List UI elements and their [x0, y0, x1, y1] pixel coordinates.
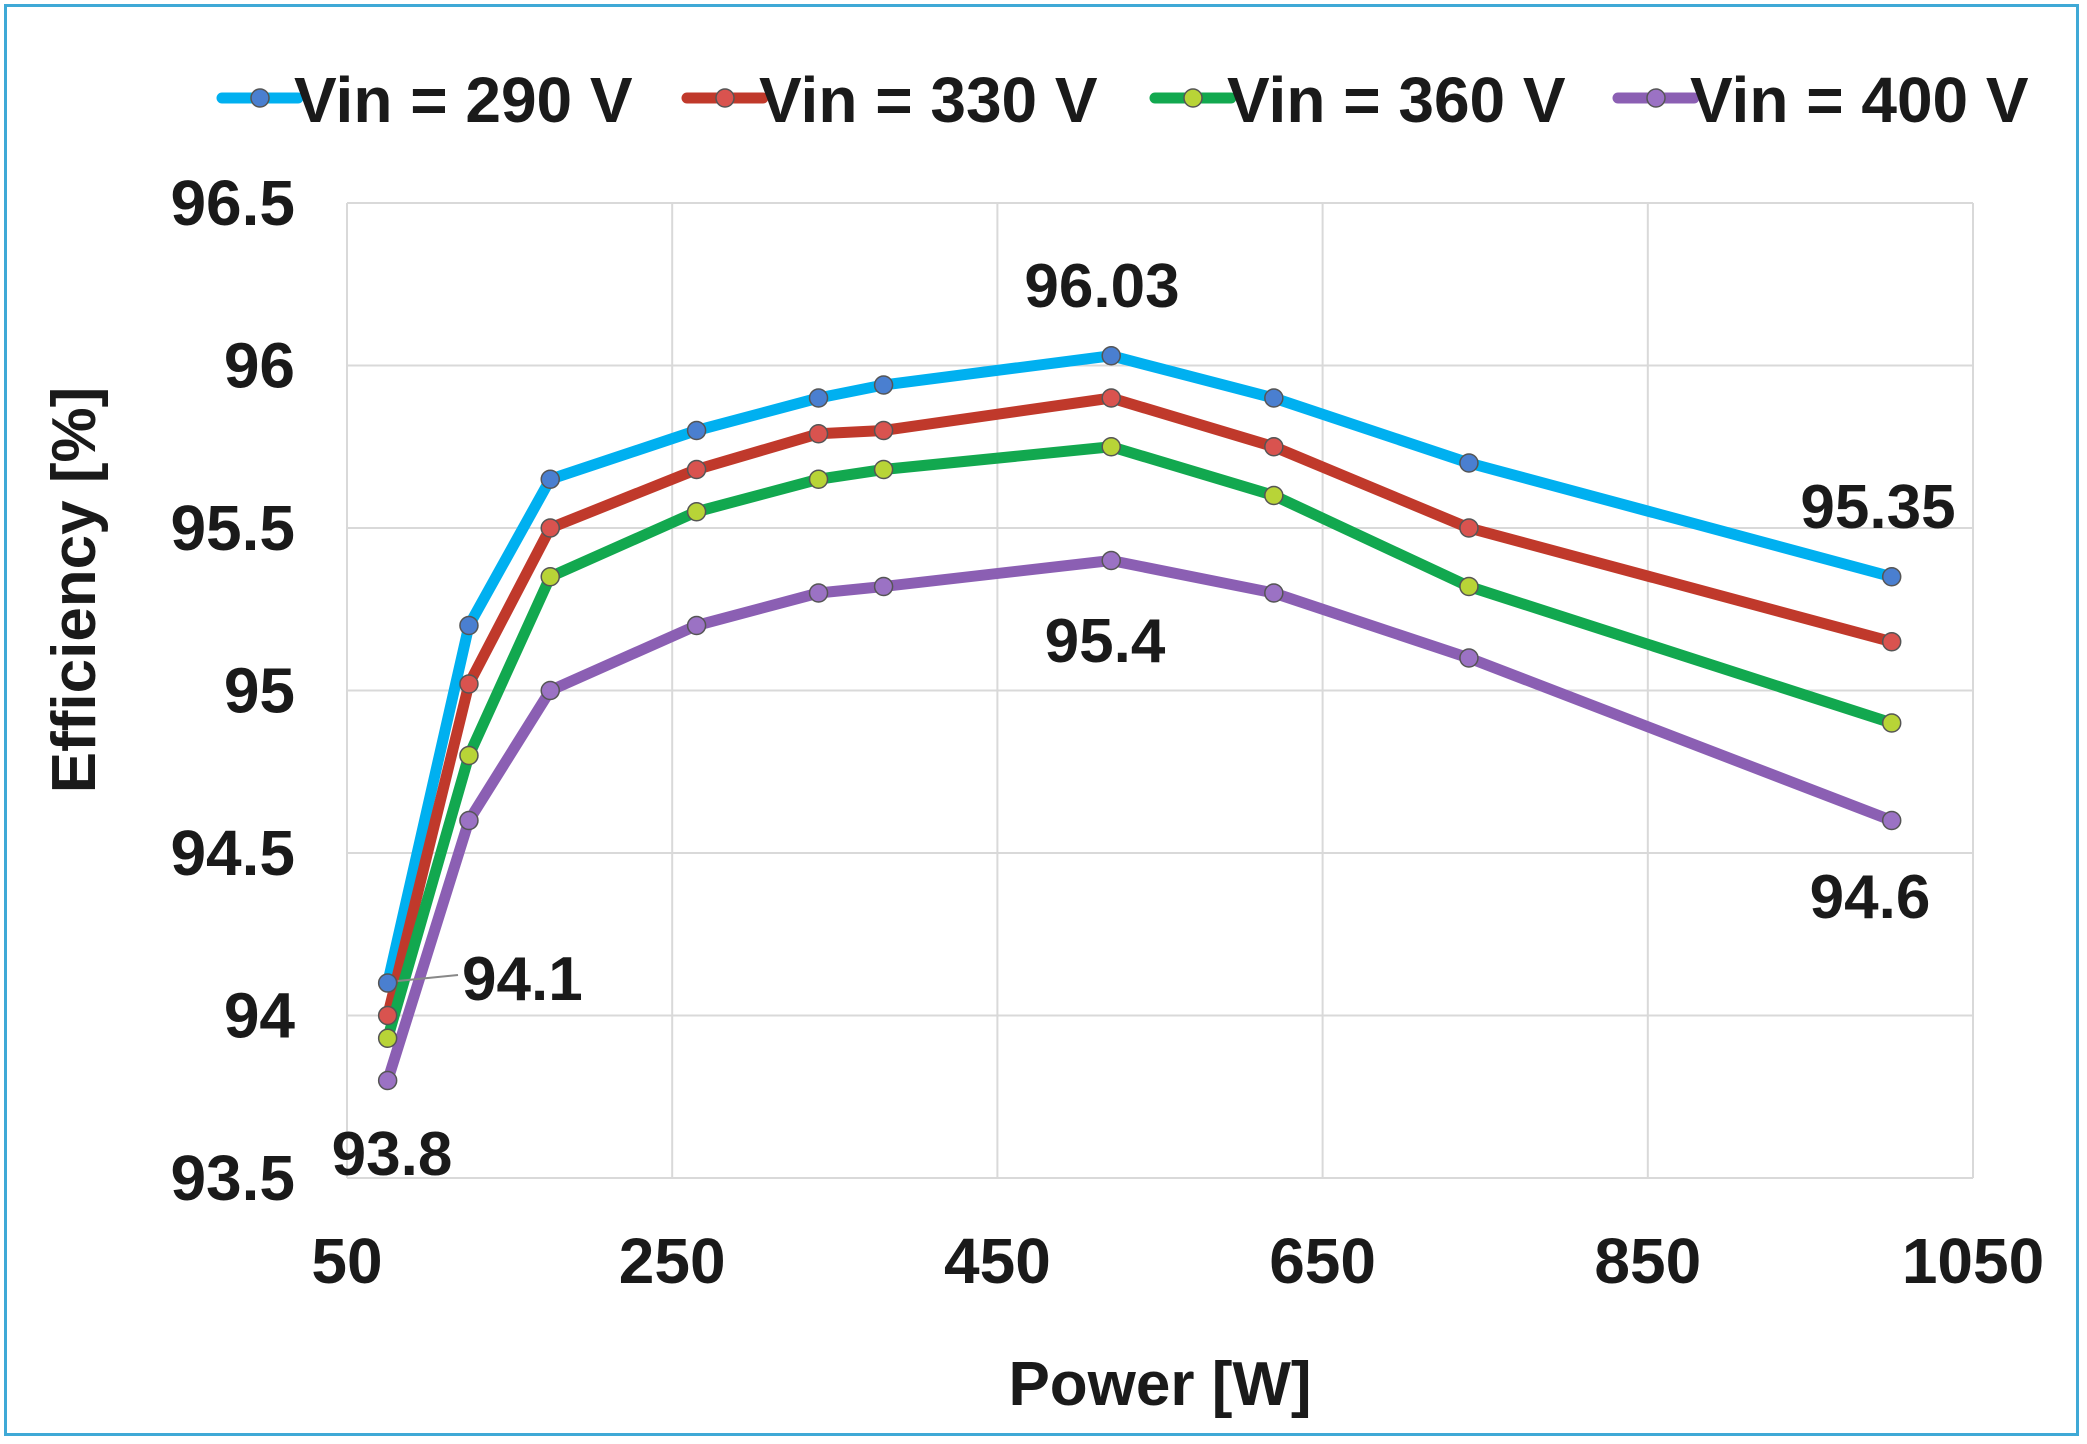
series-3-point-8 [1459, 648, 1479, 668]
series-line-2 [382, 441, 1898, 1044]
x-axis-title: Power [W] [1008, 1350, 1311, 1419]
y-tick-label-6: 96.5 [170, 167, 295, 239]
series-0-point-4 [808, 388, 829, 408]
series-0-point-0 [377, 973, 398, 993]
series-1-point-2 [540, 518, 560, 538]
legend-marker-2 [1183, 88, 1203, 108]
y-tick-label-0: 93.5 [170, 1142, 295, 1214]
series-line-0 [382, 350, 1898, 989]
series-3-point-0 [377, 1070, 398, 1091]
x-tick-label-0: 50 [311, 1225, 382, 1297]
series-0-point-9 [1881, 567, 1902, 587]
legend-marker-0 [250, 88, 270, 108]
series-line-3 [382, 555, 1898, 1086]
data-label-4: 94.1 [462, 945, 583, 1014]
y-tick-label-4: 95.5 [170, 492, 295, 564]
legend-marker-3 [1646, 88, 1666, 108]
y-tick-label-1: 94 [224, 980, 296, 1052]
data-label-3: 94.6 [1810, 863, 1931, 932]
series-1-point-6 [1101, 388, 1121, 408]
series-3-point-3 [686, 615, 707, 636]
data-label-2: 95.4 [1045, 607, 1166, 676]
y-tick-label-3: 95 [224, 655, 295, 727]
data-label-1: 95.35 [1800, 473, 1955, 542]
series-1-point-4 [808, 424, 829, 444]
series-0-point-1 [459, 615, 479, 636]
series-2-point-4 [808, 469, 829, 489]
series-2-point-9 [1881, 713, 1902, 733]
data-label-5: 93.8 [332, 1120, 453, 1189]
series-1-point-3 [686, 459, 707, 480]
y-axis-title: Efficiency [%] [40, 387, 109, 794]
series-2-point-3 [686, 502, 707, 522]
x-tick-label-4: 850 [1594, 1225, 1701, 1297]
series-2-point-2 [540, 567, 560, 587]
data-label-0: 96.03 [1024, 252, 1179, 321]
x-axis-ticks: 50 250 450 650 850 1050 [311, 1225, 2044, 1297]
series-0-point-5 [873, 375, 894, 395]
series-2-point-8 [1459, 576, 1479, 597]
x-tick-label-2: 450 [944, 1225, 1051, 1297]
series-3-point-7 [1264, 583, 1284, 603]
series-line-1 [382, 392, 1898, 1021]
series-lines [377, 346, 1902, 1091]
legend-label-2: Vin = 360 V [1227, 64, 1566, 136]
series-0-point-8 [1459, 453, 1479, 473]
legend: Vin = 290 V Vin = 330 V Vin = 360 V Vin = 4… [216, 64, 2029, 136]
series-1-point-7 [1264, 437, 1284, 457]
series-0-point-2 [540, 469, 560, 489]
series-3-point-4 [808, 583, 829, 603]
series-1-point-0 [377, 1005, 398, 1026]
series-3-point-2 [540, 680, 560, 701]
series-3-point-9 [1881, 810, 1902, 831]
series-3-point-6 [1101, 550, 1121, 571]
y-axis-ticks: 93.5 94 94.5 95 95.5 96 96.5 [170, 167, 295, 1214]
series-1-point-9 [1881, 632, 1902, 652]
legend-label-0: Vin = 290 V [294, 64, 633, 136]
legend-label-3: Vin = 400 V [1690, 64, 2029, 136]
legend-label-1: Vin = 330 V [759, 64, 1098, 136]
series-0-point-6 [1101, 346, 1121, 366]
x-tick-label-1: 250 [619, 1225, 726, 1297]
data-label-leader [397, 974, 459, 982]
series-2-point-5 [873, 459, 894, 480]
series-2-point-6 [1101, 437, 1121, 457]
series-0-point-3 [686, 420, 707, 441]
data-labels: 96.03 95.35 95.4 94.6 94.1 93.8 [332, 252, 1956, 1189]
series-3-point-1 [459, 810, 479, 831]
legend-marker-1 [715, 88, 735, 108]
series-1-point-8 [1459, 518, 1479, 538]
grid [346, 202, 1974, 1179]
series-1-point-5 [873, 420, 894, 441]
series-2-point-0 [377, 1028, 398, 1048]
series-2-point-1 [459, 745, 479, 766]
series-1-point-1 [459, 674, 479, 694]
x-tick-label-5: 1050 [1902, 1225, 2044, 1297]
chart-frame [4, 4, 2079, 1436]
series-2-point-7 [1264, 485, 1284, 506]
series-3-point-5 [873, 576, 894, 597]
x-tick-label-3: 650 [1269, 1225, 1376, 1297]
y-tick-label-2: 94.5 [170, 817, 295, 889]
y-tick-label-5: 96 [224, 330, 295, 402]
series-0-point-7 [1264, 388, 1284, 408]
